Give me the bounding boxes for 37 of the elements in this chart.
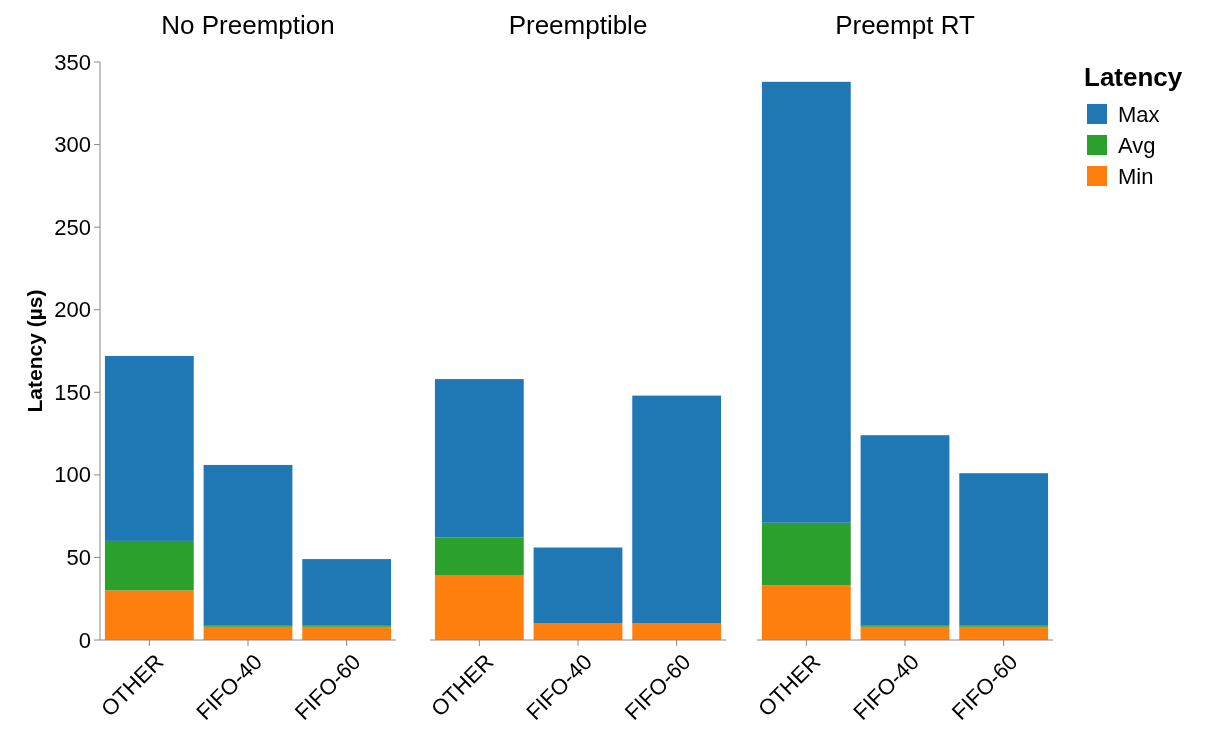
y-axis-title: Latency (µs)	[22, 289, 46, 413]
y-tick-label: 200	[54, 297, 91, 323]
bar	[761, 522, 851, 586]
bar	[632, 623, 722, 640]
y-tick-label: 350	[54, 49, 91, 75]
bar	[302, 559, 392, 626]
y-tick-label: 50	[66, 544, 91, 570]
y-tick-label: 250	[54, 214, 91, 240]
bar	[860, 435, 950, 626]
y-tick-label: 100	[54, 462, 91, 488]
chart-title: Preempt RT	[835, 10, 975, 40]
chart-title: Preemptible	[508, 10, 648, 40]
bar	[104, 540, 194, 591]
bar	[860, 626, 950, 640]
legend-title: Latency	[1084, 62, 1183, 92]
y-tick-label: 150	[54, 379, 91, 405]
bar	[203, 464, 293, 626]
bar	[434, 537, 524, 576]
bar	[434, 379, 524, 538]
bar	[761, 585, 851, 640]
bar	[632, 395, 722, 624]
legend-label: Min	[1118, 163, 1154, 189]
y-tick-label: 0	[78, 627, 91, 653]
bar	[761, 81, 851, 523]
chart-title: No Preemption	[161, 10, 335, 40]
bar	[104, 590, 194, 640]
bar	[104, 355, 194, 541]
bar	[302, 626, 392, 640]
legend-label: Avg	[1118, 132, 1156, 158]
bar	[203, 626, 293, 640]
bar	[959, 473, 1049, 626]
bar	[533, 547, 623, 624]
legend-label: Max	[1118, 101, 1160, 127]
bar	[533, 623, 623, 640]
y-tick-label: 300	[54, 132, 91, 158]
bar	[434, 575, 524, 640]
bar	[959, 626, 1049, 640]
